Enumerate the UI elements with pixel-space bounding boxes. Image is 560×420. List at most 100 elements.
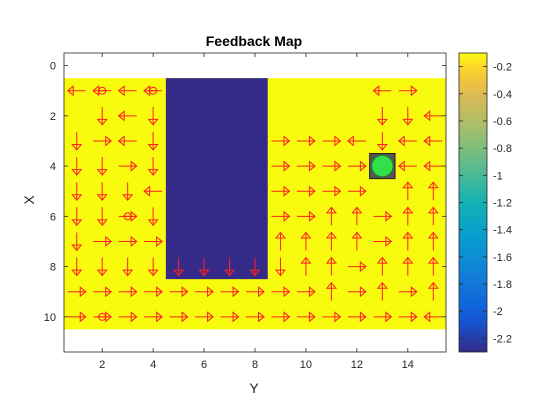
colorbar-tick-label: -1.4 — [493, 225, 512, 237]
colorbar-tick-label: -1.2 — [493, 198, 512, 210]
arrow-head — [325, 231, 337, 239]
arrow-head — [325, 256, 337, 264]
arrow-mark — [402, 181, 414, 201]
arrow-mark — [96, 106, 108, 126]
arrow-mark — [117, 135, 137, 147]
arrow-head — [427, 231, 439, 239]
arrow-mark — [351, 206, 363, 226]
x-axis: 2 4 6 8 10 12 14 — [99, 53, 414, 371]
x-tick-label: 2 — [99, 359, 105, 371]
colorbar-tick-label: -1.6 — [493, 252, 512, 264]
arrow-head — [283, 210, 291, 222]
arrow-head — [423, 311, 431, 323]
arrow-head — [156, 286, 163, 298]
arrow-mark — [398, 135, 417, 147]
arrow-mark — [249, 257, 261, 277]
arrow-mark — [71, 182, 83, 201]
y-tick-label: 8 — [50, 262, 56, 274]
arrow-mark — [325, 256, 337, 276]
arrow-mark — [147, 207, 159, 227]
arrow-mark — [67, 311, 87, 323]
arrow-mark — [322, 185, 342, 197]
arrow-head — [66, 85, 74, 97]
arrow-mark — [300, 256, 312, 276]
y-tick-label: 2 — [50, 111, 56, 123]
arrow-mark — [274, 257, 287, 277]
arrow-head — [147, 118, 159, 126]
arrow-mark — [402, 106, 414, 126]
arrow-head — [359, 261, 367, 273]
arrow-mark — [373, 235, 393, 248]
colorbar-scale — [458, 52, 488, 353]
arrow-head — [334, 135, 342, 147]
arrow-head — [334, 185, 342, 197]
chart-title: Feedback Map — [206, 33, 302, 49]
arrow-mark — [427, 206, 439, 226]
arrow-head — [372, 85, 380, 97]
arrow-mark — [122, 182, 134, 201]
arrow-head — [427, 256, 439, 264]
arrow-head — [308, 135, 316, 147]
stationary-mark — [148, 86, 159, 95]
arrow-head — [398, 135, 405, 147]
arrow-head — [122, 194, 134, 201]
y-tick-label: 6 — [50, 211, 56, 223]
arrow-head — [207, 311, 214, 323]
colorbar: -0.2 -0.4 -0.6 -0.8 -1 -1.2 -1.4 -1.6 -1.8 -2 -2.2 — [458, 52, 512, 353]
arrow-head — [283, 311, 291, 323]
arrow-mark — [347, 311, 367, 323]
arrow-mark — [427, 181, 439, 201]
arrow-mark — [147, 106, 159, 126]
arrow-mark — [402, 206, 414, 226]
arrow-head — [105, 235, 112, 248]
x-tick-label: 6 — [201, 359, 207, 371]
arrow-head — [427, 281, 439, 289]
arrow-mark — [402, 256, 414, 276]
arrow-head — [300, 256, 312, 264]
arrow-mark — [173, 257, 185, 277]
arrow-head — [71, 244, 83, 252]
arrow-mark — [118, 235, 138, 248]
arrow-mark — [117, 110, 137, 122]
arrow-head — [385, 235, 393, 248]
arrow-head — [423, 160, 431, 172]
arrow-head — [96, 194, 108, 201]
arrow-head — [223, 269, 236, 277]
arrow-mark — [246, 311, 265, 323]
arrow-mark — [423, 311, 443, 323]
stationary-mark — [97, 86, 108, 95]
arrow-head — [71, 194, 83, 201]
arrow-mark — [71, 157, 83, 176]
colorbar-tick-label: -0.2 — [493, 62, 512, 74]
y-axis: 0 2 4 6 8 10 — [44, 61, 446, 324]
arrow-mark — [402, 231, 414, 251]
arrow-head — [258, 286, 265, 298]
arrow-head — [402, 206, 414, 214]
arrow-mark — [67, 286, 87, 298]
arrow-mark — [271, 210, 291, 222]
arrow-head — [117, 85, 125, 97]
arrow-head — [376, 118, 388, 126]
arrow-mark — [144, 311, 163, 323]
arrow-mark — [427, 231, 439, 251]
arrow-head — [156, 311, 163, 323]
colorbar-tick-label: -1.8 — [493, 279, 512, 291]
arrow-head — [147, 143, 159, 151]
arrow-mark — [93, 286, 112, 298]
colorbar-tick-label: -2 — [493, 306, 503, 318]
x-tick-label: 12 — [351, 359, 363, 371]
arrow-head — [402, 181, 414, 189]
arrow-mark — [376, 131, 388, 151]
arrow-mark — [71, 207, 83, 227]
arrow-head — [71, 219, 83, 227]
arrow-head — [402, 118, 414, 126]
arrow-mark — [71, 257, 83, 277]
arrow-head — [117, 110, 125, 122]
arrow-head — [147, 269, 159, 277]
arrow-mark — [322, 135, 342, 147]
arrow-mark — [147, 157, 159, 176]
arrow-head — [325, 281, 337, 289]
arrow-head — [130, 286, 138, 298]
arrow-head — [308, 286, 316, 298]
y-tick-label: 10 — [44, 312, 56, 324]
